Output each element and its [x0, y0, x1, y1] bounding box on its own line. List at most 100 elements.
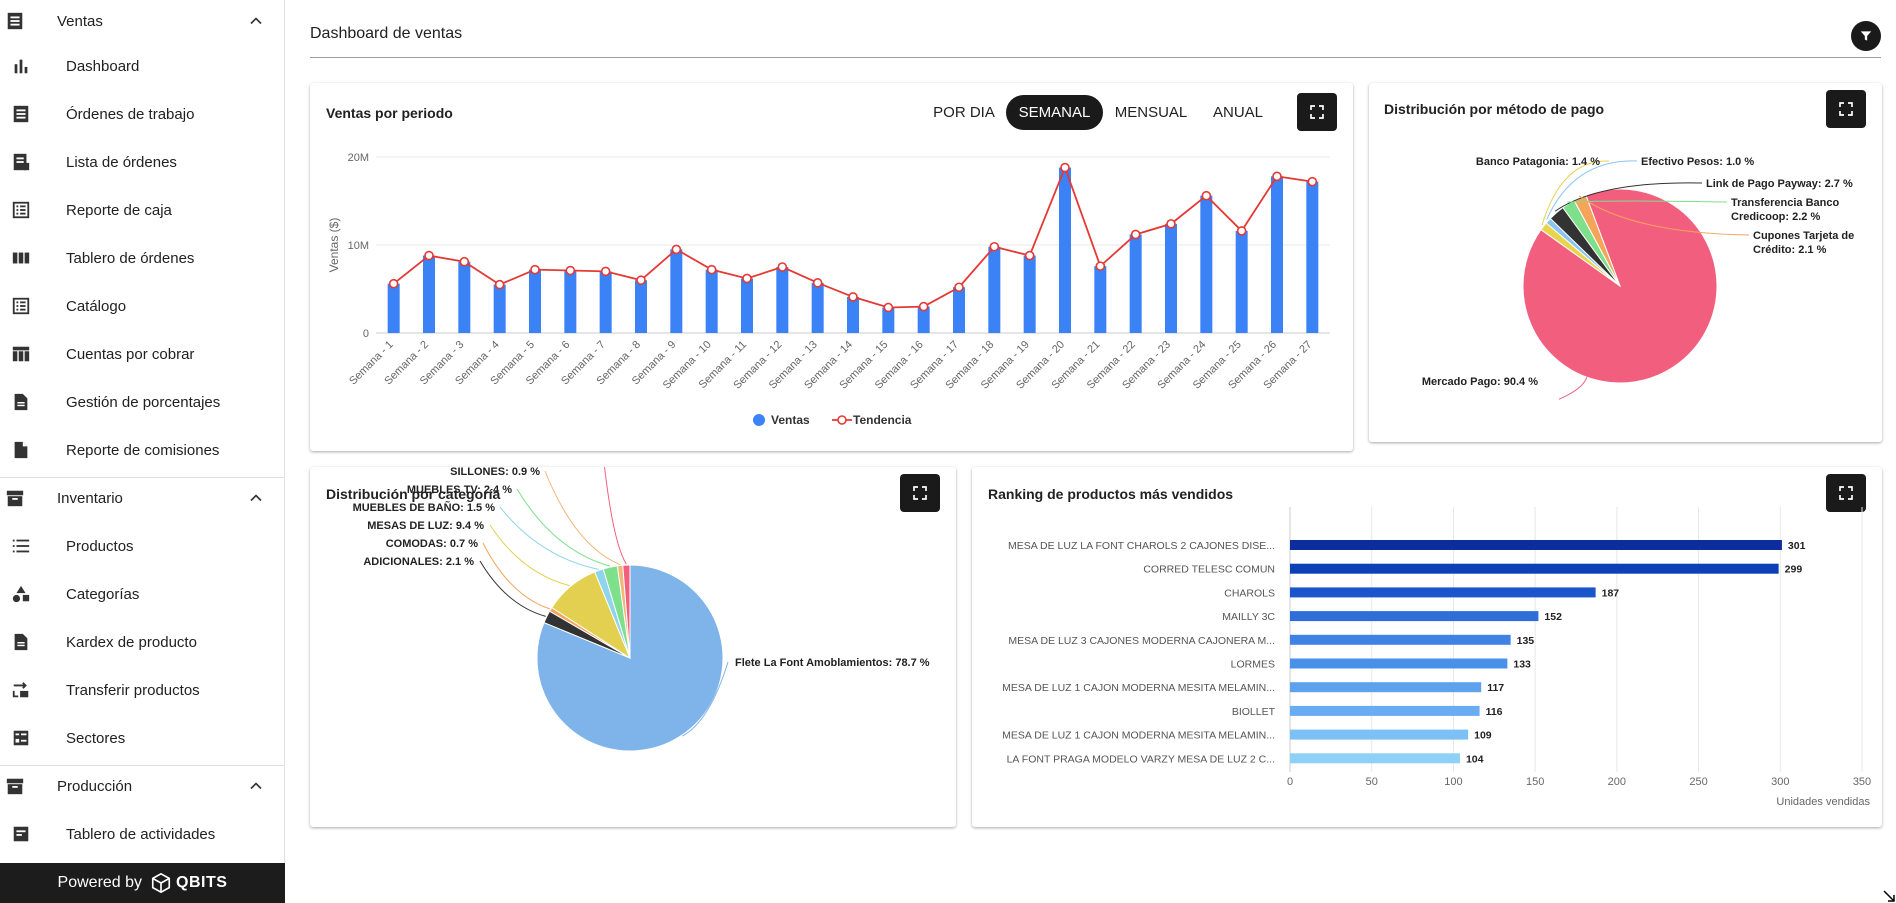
pie-leader-line	[499, 506, 599, 570]
sidebar-item-lista-de-rdenes[interactable]: Lista de órdenes	[0, 138, 285, 186]
ranking-value-label: 301	[1788, 540, 1806, 552]
x-tick-label: 0	[1287, 776, 1293, 788]
sidebar-section-label: Ventas	[57, 12, 103, 30]
sidebar: Ventas Dashboard Órdenes de trabajo Lista d…	[0, 0, 285, 903]
sales-bar	[953, 287, 965, 333]
sidebar-item-productos[interactable]: Productos	[0, 522, 285, 570]
ranking-bar	[1290, 587, 1596, 598]
ranking-bar	[1290, 705, 1480, 716]
archive-icon	[6, 490, 24, 507]
sales-card: Ventas por periodo	[310, 83, 1353, 451]
sidebar-item--rdenes-de-trabajo[interactable]: Órdenes de trabajo	[0, 90, 285, 138]
sidebar-item-cuentas-por-cobrar[interactable]: Cuentas por cobrar	[0, 330, 285, 378]
list-icon	[12, 539, 30, 553]
x-tick-label: 50	[1366, 776, 1378, 788]
tab-por-dia[interactable]: POR DIA	[933, 104, 995, 121]
sidebar-item-label: Productos	[66, 537, 134, 555]
payment-fullscreen-button[interactable]	[1826, 90, 1866, 128]
x-tick-label: 150	[1526, 776, 1544, 788]
sales-bar	[564, 270, 577, 333]
brand-logo: QBITS	[150, 872, 227, 894]
sidebar-item-gesti-n-de-porcentajes[interactable]: Gestión de porcentajes	[0, 378, 285, 426]
legend-ventas-marker	[753, 414, 765, 426]
sales-bar	[423, 255, 435, 333]
sidebar-item-transferir-productos[interactable]: Transferir productos	[0, 666, 285, 714]
sidebar-item-label: Reporte de comisiones	[66, 441, 220, 459]
sidebar-item-sectores[interactable]: Sectores	[0, 714, 285, 762]
pie-leader-line	[489, 524, 571, 587]
trend-point	[1272, 171, 1282, 182]
sidebar-section-ventas[interactable]: Ventas	[0, 0, 285, 45]
tab-semanal[interactable]: SEMANAL	[1006, 95, 1103, 130]
table-icon	[12, 346, 30, 362]
sales-bar	[458, 261, 471, 333]
sidebar-item-tablero-de-rdenes[interactable]: Tablero de órdenes	[0, 234, 285, 282]
sidebar-item-label: Lista de órdenes	[66, 153, 177, 171]
ranking-bar	[1290, 563, 1779, 574]
cube-icon	[151, 872, 171, 894]
pie-leader-line	[1546, 160, 1638, 220]
ranking-bar	[1290, 658, 1508, 669]
sales-bar	[917, 306, 930, 333]
pie-slice-label: MUEBLES TV: 2.4 %	[407, 484, 512, 496]
legend-tendencia-marker	[837, 415, 847, 425]
sales-fullscreen-button[interactable]	[1297, 93, 1337, 131]
sidebar-item-label: Transferir productos	[66, 681, 200, 699]
trend-point	[706, 264, 717, 275]
ranking-value-label: 116	[1486, 706, 1503, 718]
trend-point	[918, 301, 929, 312]
document-icon	[14, 393, 28, 411]
filter-button[interactable]	[1851, 21, 1881, 51]
trend-point	[954, 282, 964, 293]
receipt-list-icon	[13, 105, 29, 123]
ranking-category-label: CHAROLS	[1224, 587, 1275, 599]
tab-anual[interactable]: ANUAL	[1212, 104, 1264, 121]
trend-point	[1201, 190, 1212, 201]
sales-bar	[1059, 167, 1071, 333]
x-axis-label: Unidades vendidas	[1776, 796, 1870, 808]
pie-slice-label: Transferencia Banco	[1731, 197, 1839, 209]
trend-point	[1130, 229, 1141, 240]
ranking-bar	[1290, 540, 1782, 550]
trend-point	[989, 241, 1000, 252]
trend-point	[848, 292, 858, 302]
legend-ventas-label: Ventas	[771, 413, 810, 427]
ranking-value-label: 299	[1785, 564, 1803, 576]
trend-point	[1236, 226, 1247, 236]
pie-leader-line	[1578, 195, 1750, 236]
category-chart: Flete La Font Amoblamientos: 78.7 % ADICI…	[353, 467, 930, 752]
sidebar-section-label: Inventario	[57, 489, 123, 507]
sidebar-item-categor-as[interactable]: Categorías	[0, 570, 285, 618]
ranking-value-label: 117	[1487, 682, 1504, 694]
pie-leader-line	[482, 542, 550, 610]
trend-point	[742, 273, 752, 284]
sales-bar	[1306, 181, 1319, 333]
pie-slice	[622, 564, 631, 659]
trend-point	[459, 256, 470, 267]
ranking-fullscreen-button[interactable]	[1826, 474, 1866, 512]
x-tick-label: 100	[1444, 776, 1462, 788]
sidebar-item-tablero-de-actividades[interactable]: Tablero de actividades	[0, 810, 285, 858]
file-icon	[14, 441, 28, 459]
ranking-category-label: MESA DE LUZ LA FONT CHAROLS 2 CAJONES DI…	[1008, 540, 1275, 552]
sales-card-title: Ventas por periodo	[326, 105, 453, 121]
category-fullscreen-button[interactable]	[900, 474, 940, 512]
sidebar-item-dashboard[interactable]: Dashboard	[0, 42, 285, 90]
x-tick-label: 300	[1771, 776, 1789, 788]
tab-mensual[interactable]: MENSUAL	[1114, 104, 1188, 121]
pie-leader-line	[479, 560, 546, 617]
sidebar-item-reporte-de-caja[interactable]: Reporte de caja	[0, 186, 285, 234]
sidebar-section-inventario[interactable]: Inventario	[0, 474, 285, 522]
x-tick-label: 200	[1608, 776, 1626, 788]
document-list-icon	[13, 153, 30, 171]
sales-bar	[1271, 176, 1283, 333]
sidebar-item-reporte-de-comisiones[interactable]: Reporte de comisiones	[0, 426, 285, 474]
sidebar-item-cat-logo[interactable]: Catálogo	[0, 282, 285, 330]
trend-point	[565, 265, 576, 276]
sales-bar	[741, 278, 753, 333]
sidebar-item-label: Categorías	[66, 585, 140, 603]
sidebar-item-label: Dashboard	[66, 57, 140, 75]
trend-point	[812, 278, 823, 288]
sidebar-section-producción[interactable]: Producción	[0, 762, 285, 810]
sidebar-item-kardex-de-producto[interactable]: Kardex de producto	[0, 618, 285, 666]
